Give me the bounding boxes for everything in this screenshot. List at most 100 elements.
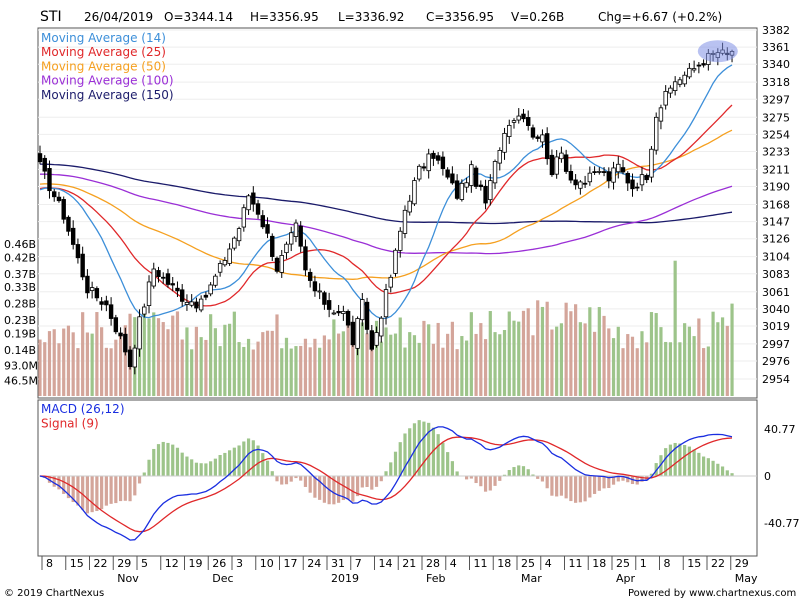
- macd-hist-bar: [313, 476, 317, 498]
- volume-bar: [351, 325, 355, 396]
- volume-bar: [327, 339, 331, 396]
- candle-body: [151, 268, 156, 287]
- volume-bar: [720, 317, 725, 396]
- macd-hist-bar: [422, 421, 426, 476]
- volume-bar: [398, 317, 402, 396]
- macd-hist-bar: [171, 444, 175, 476]
- x-day-label: 18: [497, 557, 511, 570]
- candle-body: [672, 81, 678, 91]
- volume-bar: [389, 334, 393, 396]
- volume-bar: [616, 326, 620, 396]
- candle-body: [426, 153, 431, 172]
- price-tick-label: 3382: [762, 24, 790, 37]
- macd-hist-bar: [450, 461, 454, 476]
- legend-signal: Signal (9): [41, 417, 99, 431]
- candle-body: [227, 248, 232, 264]
- candle-body: [213, 275, 218, 286]
- macd-hist-bar: [341, 476, 345, 501]
- volume-label: V=0.26B: [511, 10, 564, 24]
- volume-tick-label: 93.0M: [4, 359, 38, 372]
- volume-bar: [228, 323, 232, 396]
- macd-hist-bar: [469, 476, 473, 479]
- candle-body: [360, 299, 365, 321]
- x-day-label: 11: [569, 557, 583, 570]
- legend-ma100: Moving Average (100): [41, 74, 174, 88]
- candle-body: [521, 113, 526, 120]
- volume-bar: [71, 332, 75, 396]
- volume-bar: [199, 337, 203, 396]
- candle-body: [630, 179, 635, 190]
- volume-bar: [550, 329, 554, 396]
- volume-bar: [678, 342, 682, 396]
- macd-hist-bar: [62, 476, 66, 494]
- volume-bar: [393, 333, 398, 396]
- x-day-label: 24: [307, 557, 321, 570]
- candle-body: [606, 171, 611, 182]
- macd-hist-bar: [337, 476, 341, 503]
- candle-body: [544, 133, 550, 160]
- symbol-label: STI: [40, 9, 62, 25]
- candle-body: [502, 132, 507, 153]
- candle-body: [118, 332, 123, 337]
- candle-body: [137, 316, 142, 350]
- x-day-label: 3: [236, 557, 243, 570]
- macd-hist-bar: [71, 476, 75, 503]
- candle-body: [691, 68, 697, 71]
- candle-body: [260, 215, 265, 228]
- volume-bar: [237, 342, 241, 396]
- x-day-label: 1: [640, 557, 647, 570]
- candle-body: [469, 164, 474, 186]
- volume-bar: [118, 334, 123, 396]
- x-day-label: 18: [592, 557, 606, 570]
- volume-bar: [446, 333, 450, 396]
- macd-hist-bar: [275, 476, 279, 482]
- macd-hist-bar: [531, 474, 535, 476]
- macd-hist-bar: [720, 466, 725, 476]
- volume-bar: [730, 303, 734, 396]
- candle-body: [530, 127, 536, 138]
- macd-tick-label: -40.77: [764, 517, 799, 530]
- volume-bar: [512, 320, 516, 396]
- volume-bar: [171, 315, 175, 396]
- volume-bar: [626, 334, 630, 396]
- macd-hist-bar: [280, 476, 284, 485]
- legend-ma25: Moving Average (25): [41, 45, 166, 59]
- candle-body: [402, 209, 408, 234]
- volume-bar: [355, 337, 360, 396]
- macd-hist-bar: [308, 476, 312, 493]
- volume-tick-label: 0.33B: [4, 281, 36, 294]
- volume-bar: [502, 330, 507, 396]
- macd-hist-bar: [374, 476, 379, 487]
- volume-bar: [431, 343, 436, 396]
- candle-body: [374, 332, 379, 346]
- macd-hist-bar: [474, 476, 478, 484]
- ma100-line: [40, 173, 733, 255]
- candle-body: [563, 154, 569, 172]
- candle-body: [265, 224, 270, 234]
- volume-bar: [408, 332, 412, 396]
- volume-bar: [706, 346, 710, 396]
- macd-hist-bar: [545, 476, 549, 489]
- x-day-label: 4: [450, 557, 457, 570]
- candle-body: [94, 288, 100, 299]
- volume-bar: [412, 335, 417, 396]
- volume-bar: [85, 332, 89, 396]
- volume-bar: [526, 308, 530, 396]
- macd-hist-bar: [483, 476, 488, 492]
- volume-bar: [531, 335, 535, 396]
- candle-body: [412, 180, 417, 205]
- volume-bar: [66, 325, 71, 396]
- volume-bar: [683, 323, 687, 396]
- x-day-label: 12: [165, 557, 179, 570]
- volume-bar: [275, 314, 279, 396]
- volume-bar: [294, 346, 298, 396]
- candle-body: [611, 167, 616, 183]
- price-tick-label: 3297: [762, 93, 790, 106]
- copyright-text: © 2019 ChartNexus: [4, 588, 104, 599]
- macd-hist-bar: [95, 476, 99, 512]
- volume-bar: [161, 322, 165, 396]
- macd-hist-bar: [237, 445, 241, 476]
- volume-bar: [265, 330, 270, 396]
- macd-hist-bar: [246, 438, 251, 476]
- macd-hist-bar: [299, 476, 303, 481]
